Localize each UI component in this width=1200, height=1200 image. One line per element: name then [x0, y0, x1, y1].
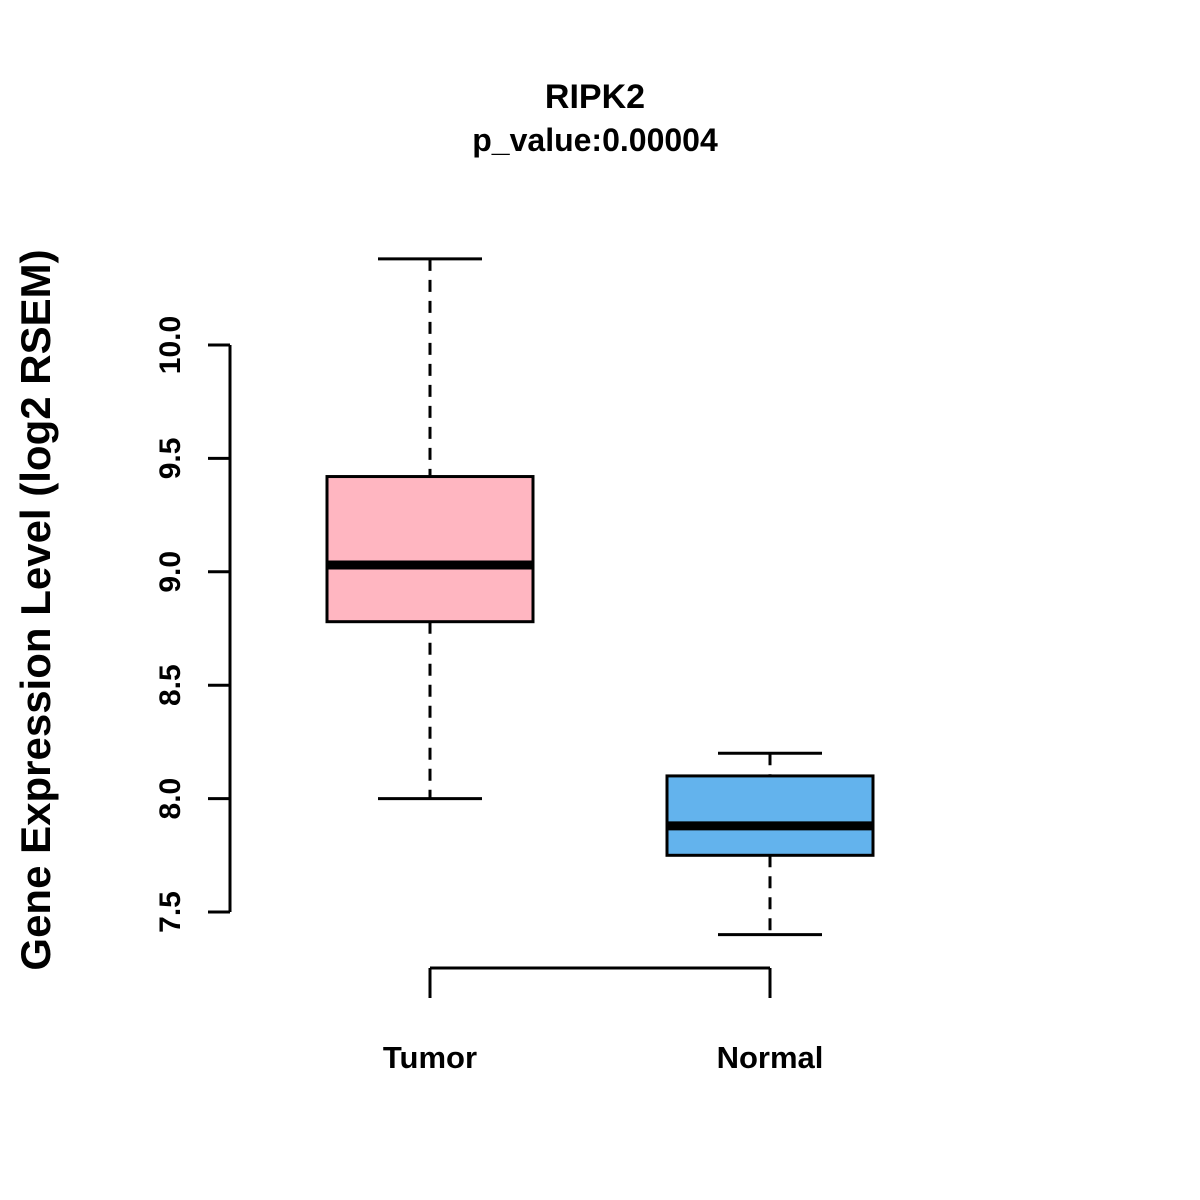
- y-axis-tick-label: 10.0: [154, 316, 187, 374]
- chart-title: RIPK2: [544, 78, 646, 116]
- x-axis-category-label: Normal: [717, 1040, 824, 1075]
- y-axis-tick-label: 8.0: [154, 778, 187, 820]
- y-axis-tick-label: 8.5: [154, 664, 187, 706]
- normal-box: [665, 774, 875, 857]
- y-axis-tick-label: 9.5: [154, 438, 187, 480]
- y-axis-tick-label: 7.5: [154, 891, 187, 933]
- x-axis-category-label: Tumor: [383, 1040, 477, 1075]
- chart-subtitle-pvalue: p_value:0.00004: [472, 122, 718, 158]
- tumor-box: [325, 475, 535, 624]
- y-axis-tick-label: 9.0: [154, 551, 187, 593]
